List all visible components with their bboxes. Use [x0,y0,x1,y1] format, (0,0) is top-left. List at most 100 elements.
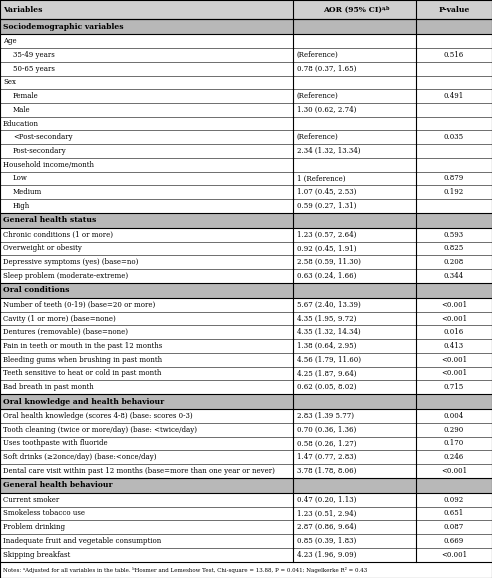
Bar [0,464,492,478]
Text: 0.344: 0.344 [444,272,464,280]
Text: 0.208: 0.208 [444,258,464,266]
Text: 0.825: 0.825 [444,244,464,253]
Text: <0.001: <0.001 [441,467,467,475]
Text: Problem drinking: Problem drinking [3,523,65,531]
Bar [0,283,492,298]
Bar [0,186,492,199]
Text: 0.290: 0.290 [444,426,464,434]
Text: Dental care visit within past 12 months (base=more than one year or never): Dental care visit within past 12 months … [3,467,275,475]
Text: Male: Male [13,106,31,114]
Text: a,b: a,b [382,5,391,10]
Text: Uses toothpaste with fluoride: Uses toothpaste with fluoride [3,439,108,447]
Bar [0,339,492,353]
Text: Teeth sensitive to heat or cold in past month: Teeth sensitive to heat or cold in past … [3,369,161,377]
Text: 1.47 (0.77, 2.83): 1.47 (0.77, 2.83) [297,453,356,461]
Text: 4.25 (1.87, 9.64): 4.25 (1.87, 9.64) [297,369,356,377]
Bar [0,353,492,366]
Bar [0,213,492,228]
Text: 0.59 (0.27, 1.31): 0.59 (0.27, 1.31) [297,202,356,210]
Bar [0,34,492,48]
Text: Dentures (removable) (base=none): Dentures (removable) (base=none) [3,328,128,336]
Bar [0,506,492,520]
Text: Notes: ᵃAdjusted for all variables in the table. ᵇHosmer and Lemeshow Test, Chi-: Notes: ᵃAdjusted for all variables in th… [3,567,367,573]
Bar [0,228,492,242]
Text: Cavity (1 or more) (base=none): Cavity (1 or more) (base=none) [3,314,116,323]
Text: <0.001: <0.001 [441,355,467,364]
Text: 0.016: 0.016 [444,328,464,336]
Text: 0.63 (0.24, 1.66): 0.63 (0.24, 1.66) [297,272,356,280]
Text: 0.192: 0.192 [444,188,464,196]
Bar [0,520,492,534]
Text: 0.70 (0.36, 1.36): 0.70 (0.36, 1.36) [297,426,356,434]
Bar [0,394,492,409]
Text: 0.78 (0.37, 1.65): 0.78 (0.37, 1.65) [297,65,356,73]
Text: <0.001: <0.001 [441,301,467,309]
Bar [0,76,492,89]
Text: 0.087: 0.087 [444,523,464,531]
Bar [0,19,492,34]
Text: 2.34 (1.32, 13.34): 2.34 (1.32, 13.34) [297,147,360,155]
Text: Soft drinks (≥2once/day) (base:<once/day): Soft drinks (≥2once/day) (base:<once/day… [3,453,156,461]
Text: 0.85 (0.39, 1.83): 0.85 (0.39, 1.83) [297,537,356,545]
Text: <0.001: <0.001 [441,314,467,323]
Text: 4.35 (1.95, 9.72): 4.35 (1.95, 9.72) [297,314,356,323]
Text: (Reference): (Reference) [297,134,338,141]
Text: Variables: Variables [3,6,42,14]
Bar [0,561,492,578]
Text: 5.67 (2.40, 13.39): 5.67 (2.40, 13.39) [297,301,361,309]
Bar [0,409,492,423]
Bar [0,269,492,283]
Text: Household income/month: Household income/month [3,161,94,169]
Bar [0,255,492,269]
Text: AOR (95% CI): AOR (95% CI) [323,6,382,14]
Text: Overweight or obesity: Overweight or obesity [3,244,82,253]
Bar [0,89,492,103]
Bar [0,366,492,380]
Text: 2.87 (0.86, 9.64): 2.87 (0.86, 9.64) [297,523,356,531]
Text: 0.092: 0.092 [444,496,464,504]
Bar [0,242,492,255]
Text: General health status: General health status [3,216,96,224]
Bar [0,380,492,394]
Bar [0,493,492,506]
Text: 2.83 (1.39 5.77): 2.83 (1.39 5.77) [297,412,354,420]
Text: 0.035: 0.035 [444,134,464,141]
Text: <0.001: <0.001 [441,551,467,559]
Text: 50-65 years: 50-65 years [13,65,55,73]
Text: Bleeding gums when brushing in past month: Bleeding gums when brushing in past mont… [3,355,162,364]
Bar [0,117,492,131]
Text: Number of teeth (0-19) (base=20 or more): Number of teeth (0-19) (base=20 or more) [3,301,155,309]
Text: 4.35 (1.32, 14.34): 4.35 (1.32, 14.34) [297,328,360,336]
Text: Tooth cleaning (twice or more/day) (base: <twice/day): Tooth cleaning (twice or more/day) (base… [3,426,197,434]
Bar [0,0,492,19]
Text: Sleep problem (moderate-extreme): Sleep problem (moderate-extreme) [3,272,128,280]
Text: 3.78 (1.78, 8.06): 3.78 (1.78, 8.06) [297,467,356,475]
Bar [0,312,492,325]
Text: 0.170: 0.170 [444,439,464,447]
Text: 0.516: 0.516 [444,51,464,59]
Text: Chronic conditions (1 or more): Chronic conditions (1 or more) [3,231,113,239]
Text: Oral conditions: Oral conditions [3,286,69,294]
Bar [0,48,492,62]
Text: Skipping breakfast: Skipping breakfast [3,551,70,559]
Text: 0.651: 0.651 [444,509,464,517]
Text: Post-secondary: Post-secondary [13,147,67,155]
Bar [0,325,492,339]
Bar [0,131,492,144]
Text: 0.879: 0.879 [444,175,464,183]
Bar [0,534,492,548]
Text: 0.669: 0.669 [444,537,464,545]
Text: 0.004: 0.004 [444,412,464,420]
Bar [0,103,492,117]
Bar [0,450,492,464]
Bar [0,298,492,312]
Text: Bad breath in past month: Bad breath in past month [3,383,94,391]
Text: Current smoker: Current smoker [3,496,59,504]
Text: 4.56 (1.79, 11.60): 4.56 (1.79, 11.60) [297,355,361,364]
Text: <0.001: <0.001 [441,369,467,377]
Text: (Reference): (Reference) [297,51,338,59]
Text: 0.62 (0.05, 8.02): 0.62 (0.05, 8.02) [297,383,356,391]
Text: 0.593: 0.593 [444,231,464,239]
Text: 0.246: 0.246 [444,453,464,461]
Text: General health behaviour: General health behaviour [3,481,113,490]
